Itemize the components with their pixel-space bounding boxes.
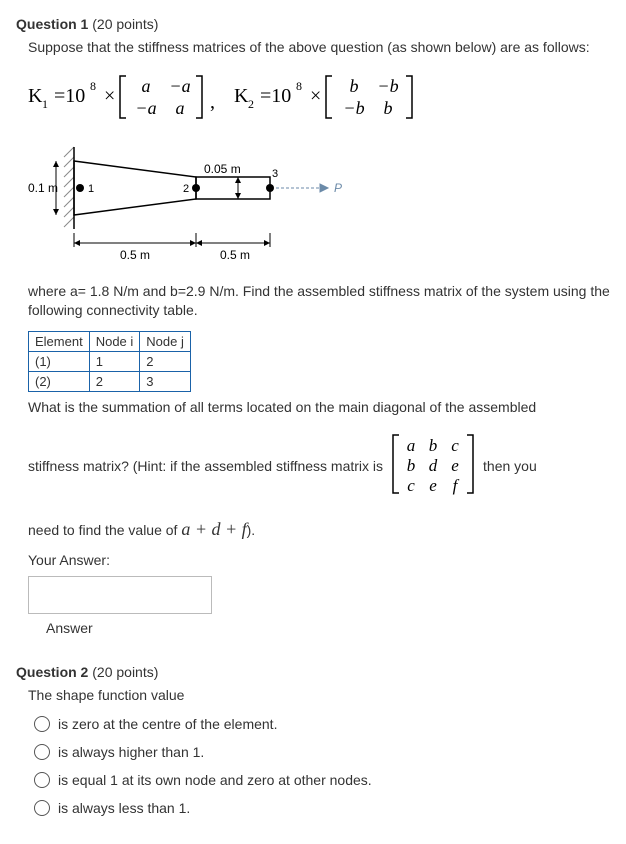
dim-left: 0.1 m	[28, 181, 58, 195]
q2-option-3[interactable]: is always less than 1.	[34, 800, 610, 816]
q2-title: Question 2	[16, 664, 88, 680]
svg-text:=10: =10	[54, 85, 85, 107]
q2-option-0[interactable]: is zero at the centre of the element.	[34, 716, 610, 732]
svg-text:b: b	[350, 76, 359, 96]
svg-text:=10: =10	[260, 85, 291, 107]
option-label: is always higher than 1.	[58, 744, 204, 760]
svg-text:c: c	[451, 436, 459, 455]
svg-text:b: b	[407, 456, 416, 475]
q1-title: Question 1	[16, 16, 88, 32]
svg-text:e: e	[429, 476, 437, 495]
where-text: where a= 1.8 N/m and b=2.9 N/m. Find the…	[28, 282, 610, 321]
svg-text:1: 1	[42, 97, 48, 111]
option-label: is equal 1 at its own node and zero at o…	[58, 772, 372, 788]
radio-icon	[34, 716, 50, 732]
svg-text:0.5 m: 0.5 m	[120, 248, 150, 262]
svg-text:a: a	[407, 436, 416, 455]
svg-text:a: a	[176, 98, 185, 118]
svg-text:0.5 m: 0.5 m	[220, 248, 250, 262]
q2-points: (20 points)	[92, 664, 158, 680]
svg-text:a: a	[142, 76, 151, 96]
connectivity-table: Element Node i Node j (1) 1 2 (2) 2 3	[28, 331, 191, 392]
svg-text:−b: −b	[343, 98, 364, 118]
table-header: Element	[29, 331, 90, 351]
svg-text:f: f	[453, 476, 460, 495]
q1-intro: Suppose that the stiffness matrices of t…	[28, 38, 610, 58]
diag-question: What is the summation of all terms locat…	[28, 398, 610, 418]
table-cell: 2	[89, 371, 140, 391]
table-cell: 3	[140, 371, 191, 391]
option-label: is zero at the centre of the element.	[58, 716, 277, 732]
table-header: Node i	[89, 331, 140, 351]
svg-text:1: 1	[88, 183, 94, 195]
svg-text:−a: −a	[169, 76, 190, 96]
answer-caption: Answer	[46, 620, 610, 636]
svg-text:3: 3	[272, 168, 278, 180]
svg-text:K: K	[28, 85, 43, 107]
svg-text:c: c	[407, 476, 415, 495]
need-line: need to find the value of a + d + f).	[28, 517, 610, 542]
svg-text:2: 2	[183, 183, 189, 195]
k-matrices: K 1 =10 8 × a −a −a a , K 2 =10 8 × b −b…	[28, 68, 610, 127]
q2-option-1[interactable]: is always higher than 1.	[34, 744, 610, 760]
radio-icon	[34, 800, 50, 816]
svg-text:8: 8	[90, 79, 96, 93]
q2-stem: The shape function value	[28, 686, 610, 706]
svg-text:×: ×	[104, 85, 115, 107]
table-cell: 1	[89, 351, 140, 371]
svg-text:−b: −b	[377, 76, 398, 96]
svg-text:×: ×	[310, 85, 321, 107]
table-cell: (1)	[29, 351, 90, 371]
hint-line: stiffness matrix? (Hint: if the assemble…	[28, 427, 610, 507]
table-cell: (2)	[29, 371, 90, 391]
svg-text:−a: −a	[135, 98, 156, 118]
svg-text:d: d	[429, 456, 438, 475]
your-answer-label: Your Answer:	[28, 552, 610, 568]
radio-icon	[34, 772, 50, 788]
matrix-3x3-icon: abc bde cef	[389, 431, 477, 503]
q1-points: (20 points)	[92, 16, 158, 32]
radio-icon	[34, 744, 50, 760]
svg-text:e: e	[451, 456, 459, 475]
svg-text:b: b	[429, 436, 438, 455]
q2-option-2[interactable]: is equal 1 at its own node and zero at o…	[34, 772, 610, 788]
answer-input[interactable]	[28, 576, 212, 614]
beam-diagram: 1 2 3 0.1 m 0.05 m P 0.5 m 0.5 m	[28, 143, 610, 276]
svg-text:b: b	[384, 98, 393, 118]
table-header: Node j	[140, 331, 191, 351]
svg-text:2: 2	[248, 97, 254, 111]
svg-text:,: ,	[210, 91, 215, 113]
svg-text:8: 8	[296, 79, 302, 93]
dim-mid: 0.05 m	[204, 162, 241, 176]
option-label: is always less than 1.	[58, 800, 190, 816]
expression: a + d + f	[181, 519, 246, 539]
svg-text:P: P	[334, 181, 342, 195]
table-cell: 2	[140, 351, 191, 371]
svg-text:K: K	[234, 85, 249, 107]
